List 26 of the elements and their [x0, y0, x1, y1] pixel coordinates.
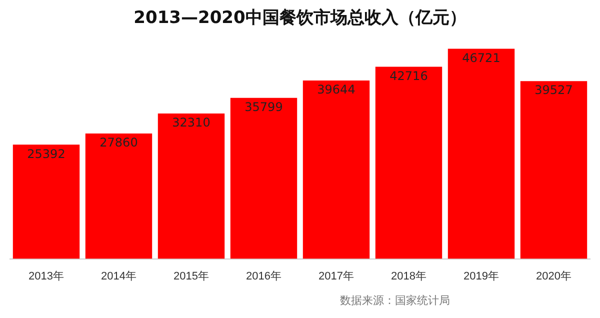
data-label: 35799	[244, 100, 283, 114]
bar	[520, 81, 588, 259]
x-tick-label: 2017年	[318, 270, 354, 282]
data-label: 42716	[390, 68, 428, 83]
bar	[375, 66, 442, 259]
data-label: 39644	[317, 82, 356, 97]
data-label: 32310	[172, 116, 210, 130]
chart-title: 2013—2020中国餐饮市场总收入（亿元）	[132, 7, 468, 29]
data-label: 25392	[27, 146, 66, 161]
bar	[85, 134, 152, 259]
bar	[302, 80, 370, 259]
x-tick-label: 2014年	[101, 270, 136, 282]
x-tick-label: 2013年	[28, 270, 64, 282]
x-tick-label: 2015年	[174, 270, 209, 282]
bar	[12, 144, 80, 259]
source-note: 数据来源：国家统计局	[340, 293, 450, 308]
x-tick-label: 2019年	[464, 270, 499, 282]
data-label: 27860	[100, 136, 138, 150]
bar	[158, 114, 225, 259]
data-label: 39527	[534, 83, 573, 98]
bar	[448, 48, 515, 259]
data-label: 46721	[462, 50, 500, 65]
x-tick-label: 2016年	[246, 270, 282, 282]
bar	[230, 98, 298, 259]
x-tick-label: 2018年	[391, 270, 426, 282]
x-tick-label: 2020年	[536, 270, 572, 282]
